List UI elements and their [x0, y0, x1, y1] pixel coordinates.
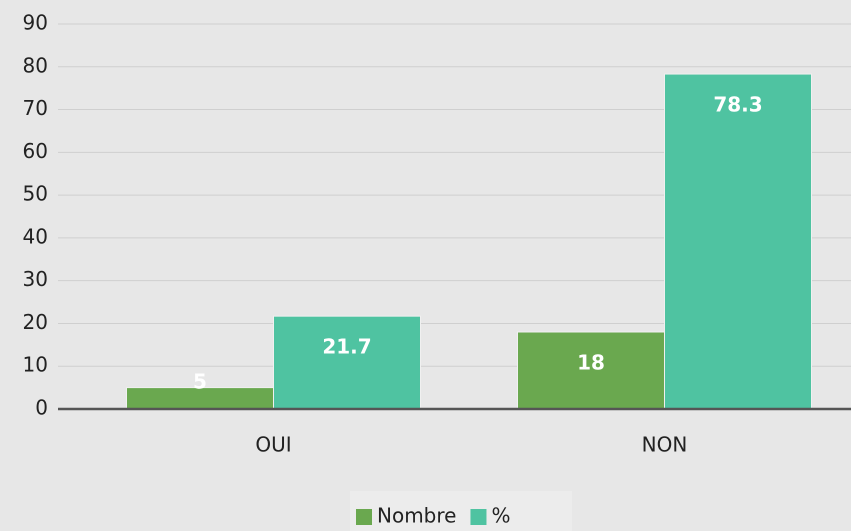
y-tick-label: 30	[23, 267, 48, 291]
y-tick-label: 10	[23, 353, 48, 377]
y-tick-label: 20	[23, 310, 48, 334]
bar	[517, 331, 665, 410]
y-tick-label: 70	[23, 96, 48, 120]
x-tick-label: NON	[642, 433, 688, 457]
y-tick-label: 60	[23, 139, 48, 163]
legend-box	[350, 491, 572, 531]
bar	[664, 73, 812, 410]
data-label: 21.7	[322, 335, 371, 359]
y-tick-label: 50	[23, 182, 48, 206]
y-tick-label: 80	[23, 53, 48, 77]
y-tick-label: 90	[23, 11, 48, 35]
data-label: 78.3	[713, 93, 762, 117]
y-tick-label: 40	[23, 224, 48, 248]
y-tick-label: 0	[35, 396, 48, 420]
data-label: 18	[577, 351, 605, 375]
legend-swatch	[470, 509, 487, 525]
x-tick-label: OUI	[255, 433, 291, 457]
legend-label: Nombre	[377, 504, 456, 528]
legend-label: %	[491, 504, 510, 528]
data-label: 5	[193, 370, 207, 394]
legend-swatch	[356, 509, 372, 525]
bar	[273, 315, 421, 410]
